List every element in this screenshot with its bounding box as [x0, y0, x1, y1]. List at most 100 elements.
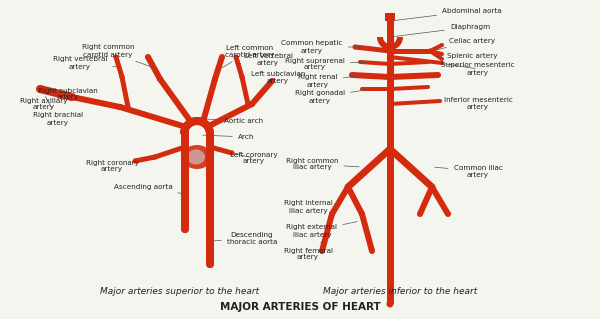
Polygon shape [362, 87, 390, 91]
Text: Inferior mesenteric
artery: Inferior mesenteric artery [438, 98, 512, 110]
Circle shape [435, 72, 441, 78]
Circle shape [344, 183, 352, 190]
Circle shape [388, 55, 392, 59]
Polygon shape [429, 43, 443, 53]
Text: Right renal
artery: Right renal artery [298, 75, 362, 87]
Polygon shape [180, 117, 214, 134]
Text: Right axillary
artery: Right axillary artery [20, 91, 68, 110]
Polygon shape [250, 79, 274, 106]
Circle shape [428, 183, 436, 190]
Text: Major arteries inferior to the heart: Major arteries inferior to the heart [323, 286, 477, 295]
Circle shape [119, 75, 125, 79]
Polygon shape [390, 72, 438, 80]
Circle shape [239, 75, 245, 79]
Polygon shape [206, 134, 214, 264]
Circle shape [427, 48, 433, 54]
Circle shape [245, 101, 251, 107]
Ellipse shape [187, 150, 205, 165]
Circle shape [386, 145, 394, 152]
Circle shape [345, 184, 351, 190]
Circle shape [152, 154, 157, 160]
Polygon shape [377, 37, 403, 50]
Polygon shape [119, 77, 130, 108]
Polygon shape [181, 129, 189, 229]
Text: MAJOR ARTERIES OF HEART: MAJOR ARTERIES OF HEART [220, 302, 380, 312]
Circle shape [359, 211, 365, 217]
Circle shape [206, 260, 214, 268]
Polygon shape [71, 94, 121, 110]
Polygon shape [386, 19, 394, 304]
Circle shape [117, 104, 123, 110]
Circle shape [388, 62, 392, 66]
Circle shape [428, 49, 432, 53]
Circle shape [329, 211, 335, 217]
Text: Right gonadal
artery: Right gonadal artery [295, 89, 369, 103]
Text: Arch: Arch [203, 134, 254, 140]
Polygon shape [390, 55, 442, 65]
Polygon shape [200, 78, 218, 123]
Circle shape [428, 49, 432, 53]
Text: Major arteries superior to the heart: Major arteries superior to the heart [100, 286, 260, 295]
Polygon shape [208, 101, 253, 129]
Polygon shape [390, 48, 430, 54]
Text: Superior mesenteric
artery: Superior mesenteric artery [441, 63, 515, 76]
Polygon shape [113, 56, 124, 78]
Circle shape [212, 76, 218, 82]
Polygon shape [346, 186, 365, 215]
Polygon shape [390, 60, 428, 66]
Text: Splenic artery: Splenic artery [437, 53, 497, 59]
Text: Left subclavian
artery: Left subclavian artery [251, 70, 305, 89]
Circle shape [388, 102, 392, 106]
Circle shape [353, 44, 358, 49]
Circle shape [440, 61, 444, 65]
Circle shape [319, 248, 325, 254]
Circle shape [369, 248, 375, 254]
Circle shape [388, 87, 392, 91]
Circle shape [181, 125, 189, 133]
Circle shape [119, 75, 125, 79]
Circle shape [113, 55, 119, 60]
Circle shape [329, 211, 335, 217]
Polygon shape [360, 60, 390, 66]
Circle shape [388, 62, 392, 66]
Text: Celiac artery: Celiac artery [434, 38, 495, 50]
Circle shape [269, 78, 275, 84]
Circle shape [386, 16, 394, 23]
Circle shape [438, 99, 442, 103]
Circle shape [388, 87, 392, 91]
Polygon shape [181, 129, 189, 229]
Circle shape [426, 60, 430, 64]
Circle shape [417, 211, 423, 217]
Polygon shape [206, 134, 214, 264]
Circle shape [208, 145, 212, 150]
Circle shape [360, 87, 364, 91]
Text: Right internal
iliac artery: Right internal iliac artery [284, 201, 338, 213]
Circle shape [182, 145, 187, 150]
Circle shape [125, 105, 131, 109]
Circle shape [145, 54, 151, 60]
Circle shape [429, 184, 435, 190]
Circle shape [388, 48, 392, 54]
Polygon shape [319, 213, 335, 252]
Circle shape [386, 145, 394, 152]
Circle shape [36, 85, 44, 93]
Polygon shape [39, 85, 73, 101]
Polygon shape [134, 154, 155, 163]
Circle shape [117, 104, 123, 110]
Text: Left coronary
artery: Left coronary artery [230, 152, 278, 165]
Polygon shape [180, 117, 214, 134]
Circle shape [239, 75, 245, 79]
Text: Ascending aorta: Ascending aorta [113, 184, 182, 194]
Circle shape [386, 16, 394, 23]
Polygon shape [145, 56, 163, 80]
Text: Abdominal aorta: Abdominal aorta [393, 8, 502, 21]
Text: Descending
thoracic aorta: Descending thoracic aorta [213, 233, 277, 246]
Circle shape [445, 211, 451, 217]
Circle shape [188, 119, 194, 125]
Circle shape [181, 225, 189, 233]
Polygon shape [158, 77, 193, 124]
Text: Right subclavian
artery: Right subclavian artery [38, 87, 105, 104]
Circle shape [358, 60, 362, 64]
Polygon shape [239, 77, 250, 105]
Polygon shape [209, 145, 233, 155]
